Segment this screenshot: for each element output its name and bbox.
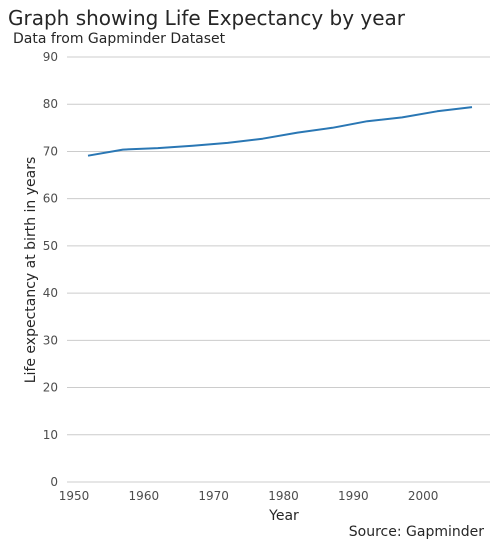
- y-tick-label: 30: [43, 333, 58, 347]
- x-tick-labels: 1950 1960 1970 1980 1990 2000: [59, 489, 439, 503]
- gridlines: [67, 56, 490, 483]
- chart-title: Graph showing Life Expectancy by year: [8, 6, 406, 30]
- y-tick-label: 80: [43, 97, 58, 111]
- source-note: Source: Gapminder: [348, 524, 484, 540]
- x-tick-label: 1970: [198, 489, 229, 503]
- chart-subtitle: Data from Gapminder Dataset: [13, 31, 226, 47]
- x-axis-label: Year: [268, 508, 299, 524]
- x-tick-label: 1960: [129, 489, 160, 503]
- y-tick-label: 40: [43, 286, 58, 300]
- y-tick-label: 90: [43, 50, 58, 64]
- y-tick-label: 70: [43, 144, 58, 158]
- series-line: [87, 106, 473, 157]
- x-tick-label: 1980: [268, 489, 299, 503]
- y-tick-label: 20: [43, 381, 58, 395]
- series-lines: [87, 106, 473, 157]
- y-tick-label: 0: [50, 475, 58, 489]
- y-tick-label: 10: [43, 428, 58, 442]
- y-tick-label: 50: [43, 239, 58, 253]
- x-tick-label: 2000: [408, 489, 439, 503]
- y-tick-label: 60: [43, 192, 58, 206]
- x-tick-label: 1950: [59, 489, 90, 503]
- x-tick-label: 1990: [338, 489, 369, 503]
- y-tick-labels: 0 10 20 30 40 50 60 70 80 90: [43, 50, 58, 489]
- y-axis-label: Life expectancy at birth in years: [23, 157, 39, 384]
